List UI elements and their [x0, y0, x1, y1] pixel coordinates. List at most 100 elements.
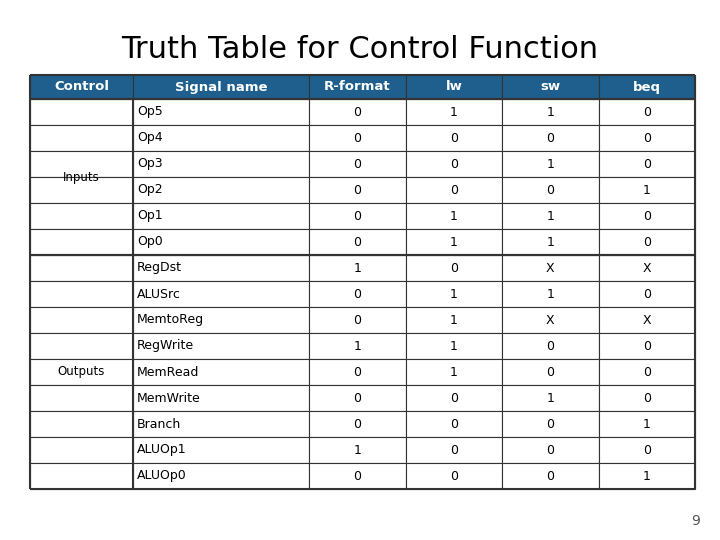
Bar: [310, 463, 406, 489]
Text: Inputs: Inputs: [63, 171, 100, 184]
Bar: [30, 463, 133, 489]
Text: sw: sw: [540, 80, 560, 93]
Bar: [502, 125, 598, 151]
Bar: [598, 437, 695, 463]
Bar: [133, 203, 310, 229]
Bar: [310, 99, 406, 125]
Text: RegDst: RegDst: [137, 261, 182, 274]
Bar: [30, 437, 133, 463]
Bar: [30, 203, 133, 229]
Bar: [133, 99, 310, 125]
Bar: [502, 229, 598, 255]
Text: 1: 1: [643, 469, 651, 483]
Text: 0: 0: [450, 158, 458, 171]
Bar: [310, 229, 406, 255]
Text: Signal name: Signal name: [175, 80, 267, 93]
Text: 1: 1: [450, 340, 458, 353]
Bar: [30, 229, 133, 255]
Bar: [598, 125, 695, 151]
Bar: [502, 255, 598, 281]
Text: 0: 0: [354, 184, 361, 197]
Bar: [310, 307, 406, 333]
Text: 0: 0: [354, 210, 361, 222]
Text: Op3: Op3: [137, 158, 163, 171]
Text: 1: 1: [546, 392, 554, 404]
Bar: [598, 177, 695, 203]
Text: 0: 0: [546, 469, 554, 483]
Text: Op1: Op1: [137, 210, 163, 222]
Text: 1: 1: [450, 314, 458, 327]
Bar: [598, 99, 695, 125]
Bar: [310, 203, 406, 229]
Bar: [598, 151, 695, 177]
Bar: [30, 151, 133, 177]
Bar: [310, 281, 406, 307]
Text: 0: 0: [643, 366, 651, 379]
Bar: [502, 437, 598, 463]
Text: lw: lw: [446, 80, 462, 93]
Bar: [502, 333, 598, 359]
Text: 0: 0: [450, 132, 458, 145]
Bar: [133, 255, 310, 281]
Bar: [133, 177, 310, 203]
Text: 0: 0: [450, 443, 458, 456]
Bar: [30, 385, 133, 411]
Text: 0: 0: [546, 340, 554, 353]
Text: 0: 0: [354, 469, 361, 483]
Bar: [502, 463, 598, 489]
Text: 0: 0: [643, 105, 651, 118]
Bar: [30, 177, 133, 203]
Text: X: X: [642, 261, 651, 274]
Text: 1: 1: [450, 210, 458, 222]
Text: Op5: Op5: [137, 105, 163, 118]
Text: Op4: Op4: [137, 132, 163, 145]
Bar: [406, 437, 502, 463]
Bar: [133, 437, 310, 463]
Bar: [406, 177, 502, 203]
Text: 0: 0: [450, 392, 458, 404]
Bar: [30, 281, 133, 307]
Bar: [502, 151, 598, 177]
Bar: [30, 359, 133, 385]
Text: X: X: [546, 261, 554, 274]
Text: 0: 0: [354, 417, 361, 430]
Bar: [310, 437, 406, 463]
Text: Op2: Op2: [137, 184, 163, 197]
Text: 9: 9: [691, 514, 700, 528]
Bar: [406, 307, 502, 333]
Bar: [598, 385, 695, 411]
Bar: [502, 281, 598, 307]
Text: 1: 1: [643, 184, 651, 197]
Text: 0: 0: [643, 392, 651, 404]
Bar: [30, 75, 133, 99]
Bar: [310, 333, 406, 359]
Text: 0: 0: [450, 417, 458, 430]
Text: Outputs: Outputs: [58, 366, 105, 379]
Text: 0: 0: [450, 184, 458, 197]
Text: 0: 0: [354, 158, 361, 171]
Bar: [406, 203, 502, 229]
Text: MemRead: MemRead: [137, 366, 199, 379]
Text: 0: 0: [354, 287, 361, 300]
Bar: [502, 385, 598, 411]
Text: 0: 0: [354, 132, 361, 145]
Text: 1: 1: [354, 340, 361, 353]
Text: 1: 1: [643, 417, 651, 430]
Bar: [133, 75, 310, 99]
Text: 1: 1: [546, 105, 554, 118]
Bar: [133, 359, 310, 385]
Bar: [598, 359, 695, 385]
Bar: [598, 463, 695, 489]
Bar: [133, 281, 310, 307]
Bar: [502, 203, 598, 229]
Text: 0: 0: [643, 443, 651, 456]
Bar: [310, 385, 406, 411]
Bar: [406, 385, 502, 411]
Text: 1: 1: [354, 261, 361, 274]
Bar: [406, 229, 502, 255]
Bar: [133, 333, 310, 359]
Text: X: X: [642, 314, 651, 327]
Text: 0: 0: [354, 392, 361, 404]
Bar: [406, 255, 502, 281]
Bar: [30, 99, 133, 125]
